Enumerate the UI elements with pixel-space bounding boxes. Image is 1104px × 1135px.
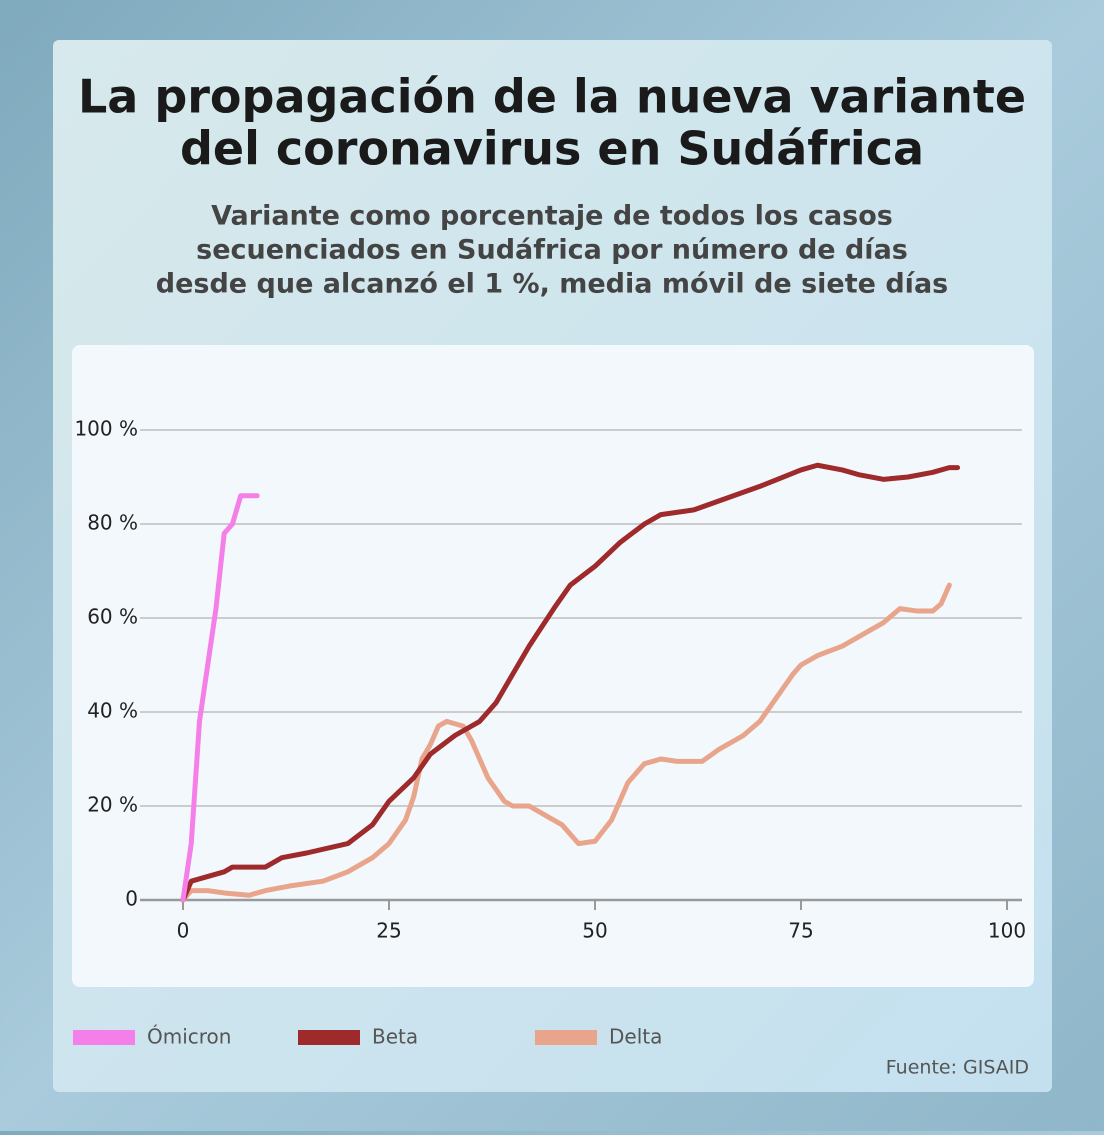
chart-title: del coronavirus en Sudáfrica [180,122,924,176]
plot-area [72,345,1034,987]
series-line [180,493,260,903]
y-tick-label: 40 % [87,699,138,723]
x-tick-label: 0 [177,919,190,943]
x-tick-label: 50 [582,919,607,943]
subtitle: Variante como porcentaje de todos los ca… [211,201,893,232]
y-tick-label: 20 % [87,793,138,817]
source: Fuente: GISAID [886,1057,1029,1079]
legend-label: Beta [372,1025,418,1049]
x-tick-label: 25 [376,919,401,943]
subtitle: secuenciados en Sudáfrica por número de … [196,235,908,266]
series-line [180,582,952,903]
legend-swatch [298,1030,360,1045]
y-tick-label: 100 % [74,417,138,441]
legend-label: Delta [609,1025,662,1049]
x-tick-label: 75 [788,919,813,943]
y-tick-label: 0 [125,887,138,911]
subtitle: desde que alcanzó el 1 %, media móvil de… [156,269,948,300]
chart-title: La propagación de la nueva variante [78,70,1026,124]
legend-swatch [73,1030,135,1045]
y-tick-label: 60 % [87,605,138,629]
x-tick-label: 100 [988,919,1026,943]
series-line [180,462,961,903]
y-tick-label: 80 % [87,511,138,535]
legend-label: Ómicron [147,1025,231,1049]
legend-swatch [535,1030,597,1045]
